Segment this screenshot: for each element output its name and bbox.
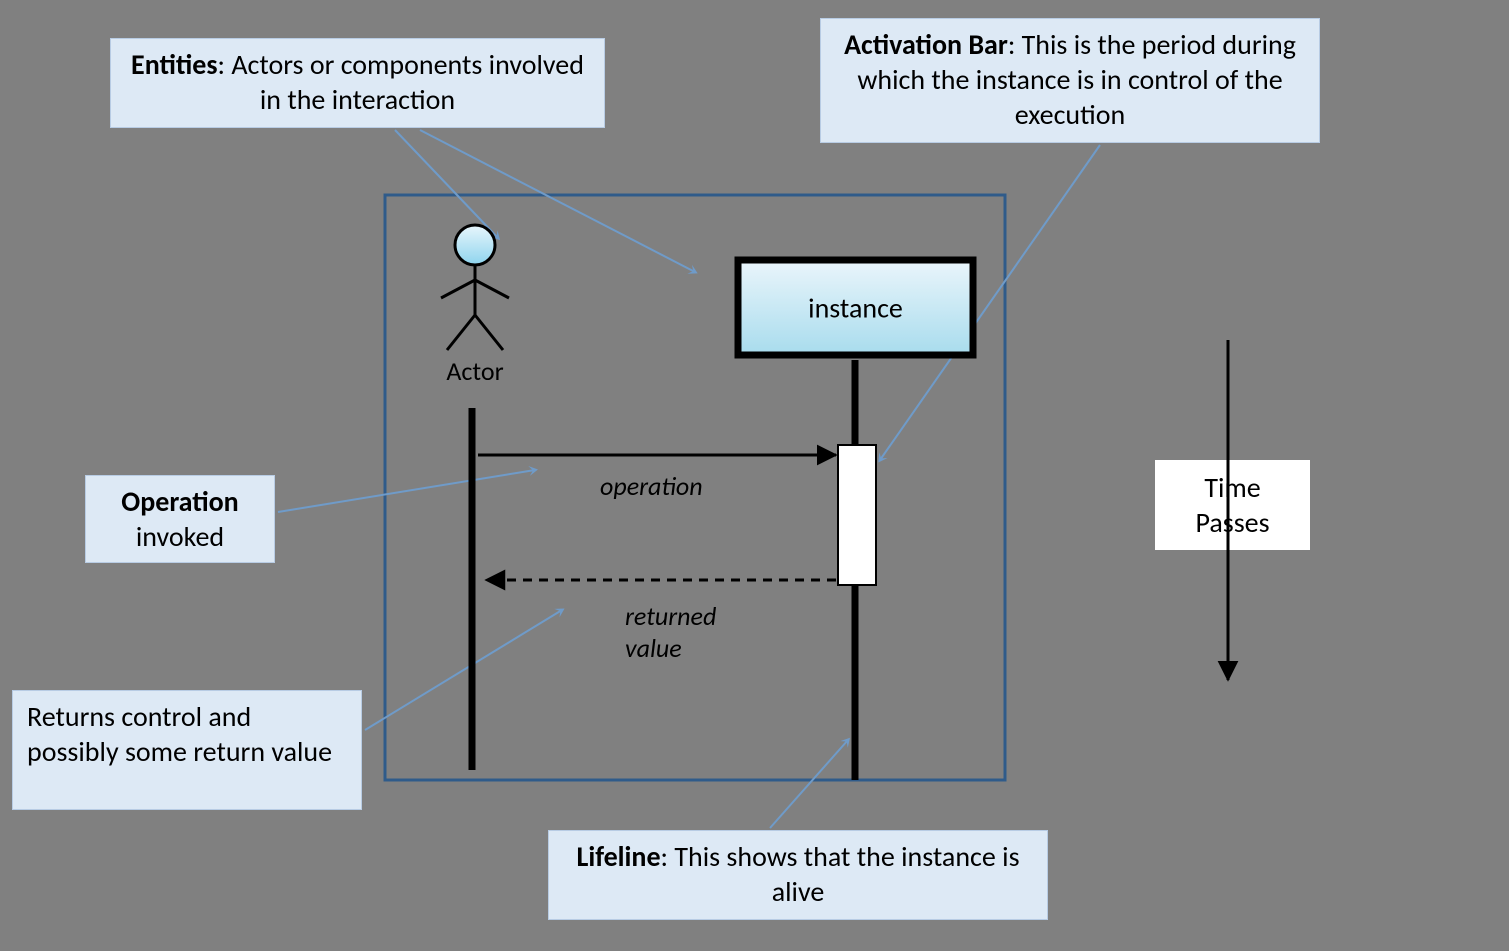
time-line2: Passes [1173, 505, 1292, 540]
time-passes-label: Time Passes [1155, 460, 1310, 550]
callout-operation: Operation invoked [85, 475, 275, 563]
instance-label: instance [808, 291, 903, 326]
callout-returns: Returns control and possibly some return… [12, 690, 362, 810]
operation-rest: invoked [100, 519, 260, 554]
pointer-lines [278, 130, 1100, 828]
message-call-label: operation [600, 470, 703, 502]
actor-label: Actor [446, 355, 503, 387]
entities-rest: : Actors or components involved in the i… [218, 47, 584, 117]
pointer-line [365, 610, 562, 730]
actor-icon [441, 225, 509, 350]
instance-box [738, 260, 973, 355]
pointer-line [278, 470, 535, 512]
callout-entities: Entities: Actors or components involved … [110, 38, 605, 128]
entities-bold: Entities [131, 47, 217, 82]
message-return-label-2: value [625, 632, 682, 664]
message-return-label-1: returned [625, 600, 716, 632]
operation-bold: Operation [121, 484, 238, 519]
pointer-line [395, 130, 498, 238]
lifeline-bold: Lifeline [576, 839, 660, 874]
lifeline-rest: : This shows that the instance is alive [661, 839, 1020, 909]
pointer-line [420, 130, 695, 272]
pointer-line [880, 145, 1100, 460]
callout-activation-bar: Activation Bar: This is the period durin… [820, 18, 1320, 143]
activation-bold: Activation Bar [844, 27, 1008, 62]
pointer-line [770, 740, 848, 828]
activation-bar [838, 445, 876, 585]
returns-text: Returns control and possibly some return… [27, 699, 332, 769]
diagram-frame [385, 195, 1005, 780]
time-line1: Time [1173, 470, 1292, 505]
callout-lifeline: Lifeline: This shows that the instance i… [548, 830, 1048, 920]
